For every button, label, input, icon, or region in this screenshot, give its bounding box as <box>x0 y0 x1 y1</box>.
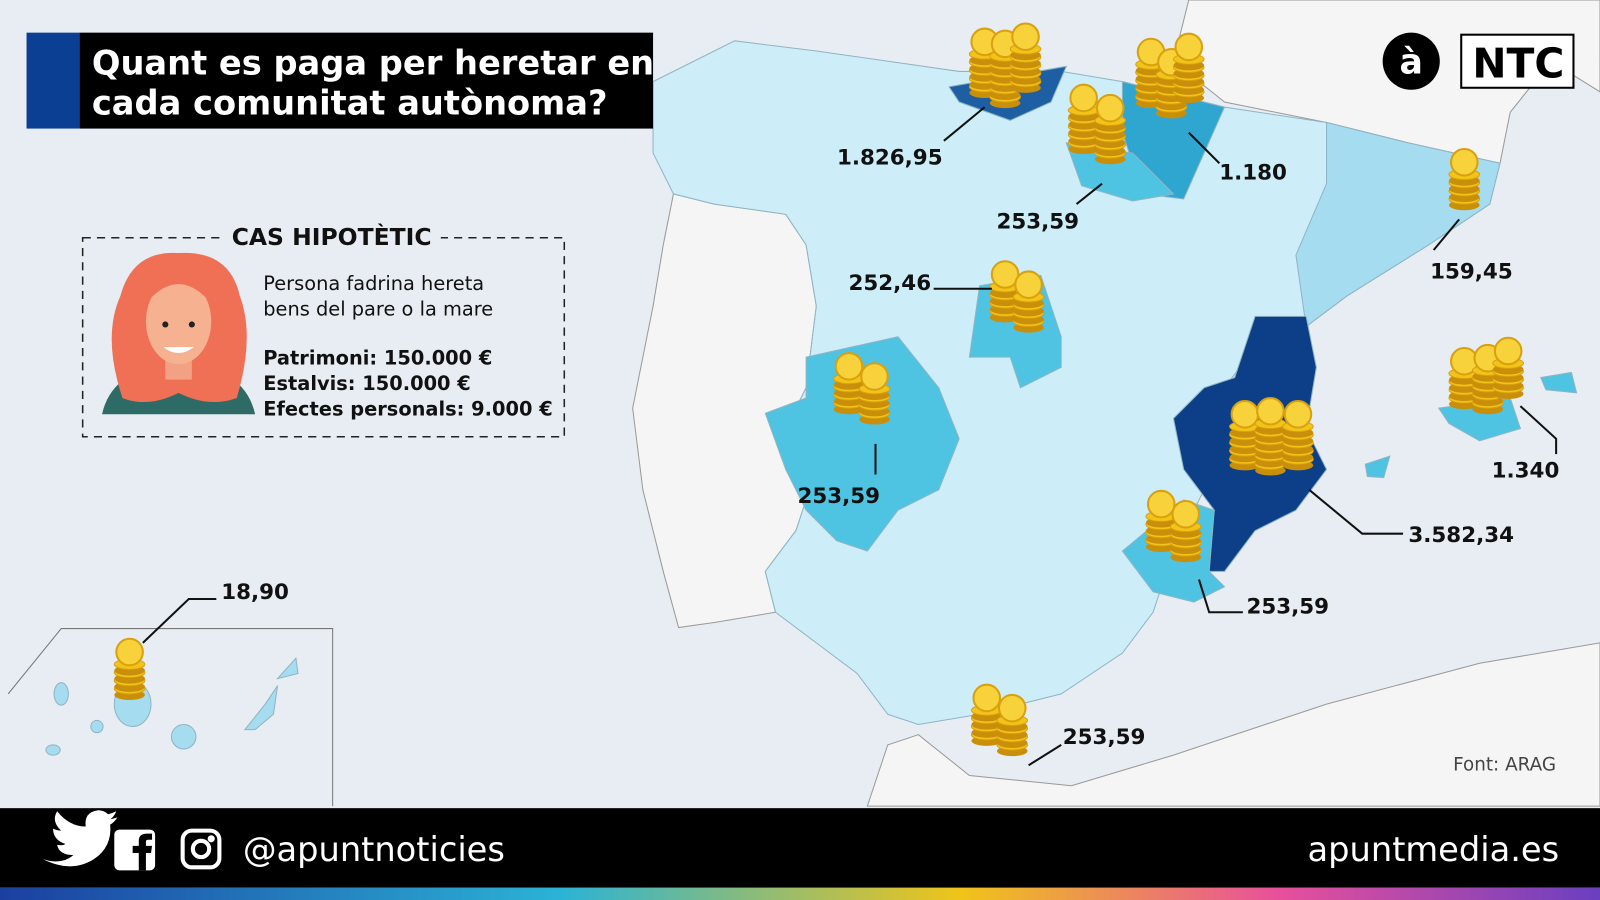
title-line2: cada comunitat autònoma? <box>92 83 608 122</box>
case-heading: CAS HIPOTÈTIC <box>232 223 432 251</box>
ntc-logo-text: NTC <box>1472 40 1564 88</box>
coin-stack-icon <box>1448 346 1481 410</box>
twitter-icon[interactable] <box>42 810 118 867</box>
value-label: 252,46 <box>848 271 931 296</box>
rainbow-strip <box>0 887 1600 900</box>
value-label: 1.180 <box>1219 161 1287 186</box>
value-label: 159,45 <box>1430 260 1513 285</box>
coin-stack-icon <box>1254 396 1287 476</box>
leader-line <box>1188 131 1221 164</box>
leader-line <box>1519 405 1558 455</box>
value-label: 253,59 <box>1063 725 1146 750</box>
case-box <box>81 236 566 438</box>
africa-land <box>866 642 1600 807</box>
spain-mainland <box>652 40 1501 726</box>
coin-stack-icon <box>1448 147 1481 211</box>
coin-stack-icon <box>970 683 1003 746</box>
case-desc-line2: bens del pare o la mare <box>263 297 493 320</box>
coin-stack-icon <box>1012 270 1045 333</box>
value-label: 253,59 <box>1246 594 1329 619</box>
instagram-icon[interactable] <box>180 828 222 870</box>
leader-line <box>142 597 217 644</box>
coin-stack-icon <box>1067 83 1100 155</box>
coin-stack-icon <box>858 362 891 425</box>
case-item: Patrimoni: 150.000 € <box>263 346 492 369</box>
woman-avatar-icon <box>102 252 256 415</box>
coin-stack-icon <box>113 637 146 700</box>
case-desc-line1: Persona fadrina hereta <box>263 272 484 295</box>
title-accent <box>26 32 80 129</box>
leader-line <box>1308 489 1404 535</box>
coin-stack-icon <box>989 260 1021 323</box>
value-label: 1.826,95 <box>837 145 943 170</box>
region-extremadura <box>764 336 960 552</box>
value-labels: 1.826,95 1.180 253,59 159,45 252,46 253,59 1.3… <box>221 145 1559 750</box>
a-logo <box>1382 32 1440 90</box>
value-label: 253,59 <box>996 210 1079 235</box>
leader-line <box>1432 218 1460 251</box>
a-logo-text: à <box>1400 42 1423 82</box>
footer-bar <box>0 808 1600 888</box>
coin-stack-icon <box>996 693 1029 757</box>
coin-stacks <box>113 22 1524 757</box>
leader-line <box>1075 182 1103 205</box>
leader-line <box>1028 744 1062 767</box>
coin-stack-icon <box>1172 32 1205 104</box>
source-note: Font: ARAG <box>1453 754 1556 775</box>
footer-site[interactable]: apuntmedia.es <box>1308 830 1560 869</box>
coin-stack-icon <box>1094 93 1127 165</box>
canary-islands <box>45 657 299 756</box>
value-label: 3.582,34 <box>1408 523 1514 548</box>
ntc-logo <box>1460 33 1575 89</box>
leader-lines <box>142 106 1558 767</box>
value-label: 1.340 <box>1492 459 1560 484</box>
footer-handle[interactable]: @apuntnoticies <box>243 830 505 869</box>
leader-line <box>943 106 986 142</box>
canary-inset-frame <box>7 628 334 807</box>
coin-stack-icon <box>1229 400 1261 471</box>
leader-line <box>1198 579 1243 614</box>
coin-stack-icon <box>1145 489 1178 553</box>
coin-stack-icon <box>1169 500 1202 563</box>
coin-stack-icon <box>1009 22 1042 93</box>
coin-stack-icon <box>1492 336 1524 399</box>
case-item: Estalvis: 150.000 € <box>263 372 471 395</box>
value-label: 253,59 <box>797 484 880 509</box>
value-label: 18,90 <box>221 580 289 605</box>
case-item: Efectes personals: 9.000 € <box>263 397 552 420</box>
title-line1: Quant es paga per heretar en <box>92 43 654 82</box>
title-box <box>79 32 654 129</box>
coin-stack-icon <box>1282 400 1314 471</box>
facebook-icon[interactable] <box>114 829 156 871</box>
